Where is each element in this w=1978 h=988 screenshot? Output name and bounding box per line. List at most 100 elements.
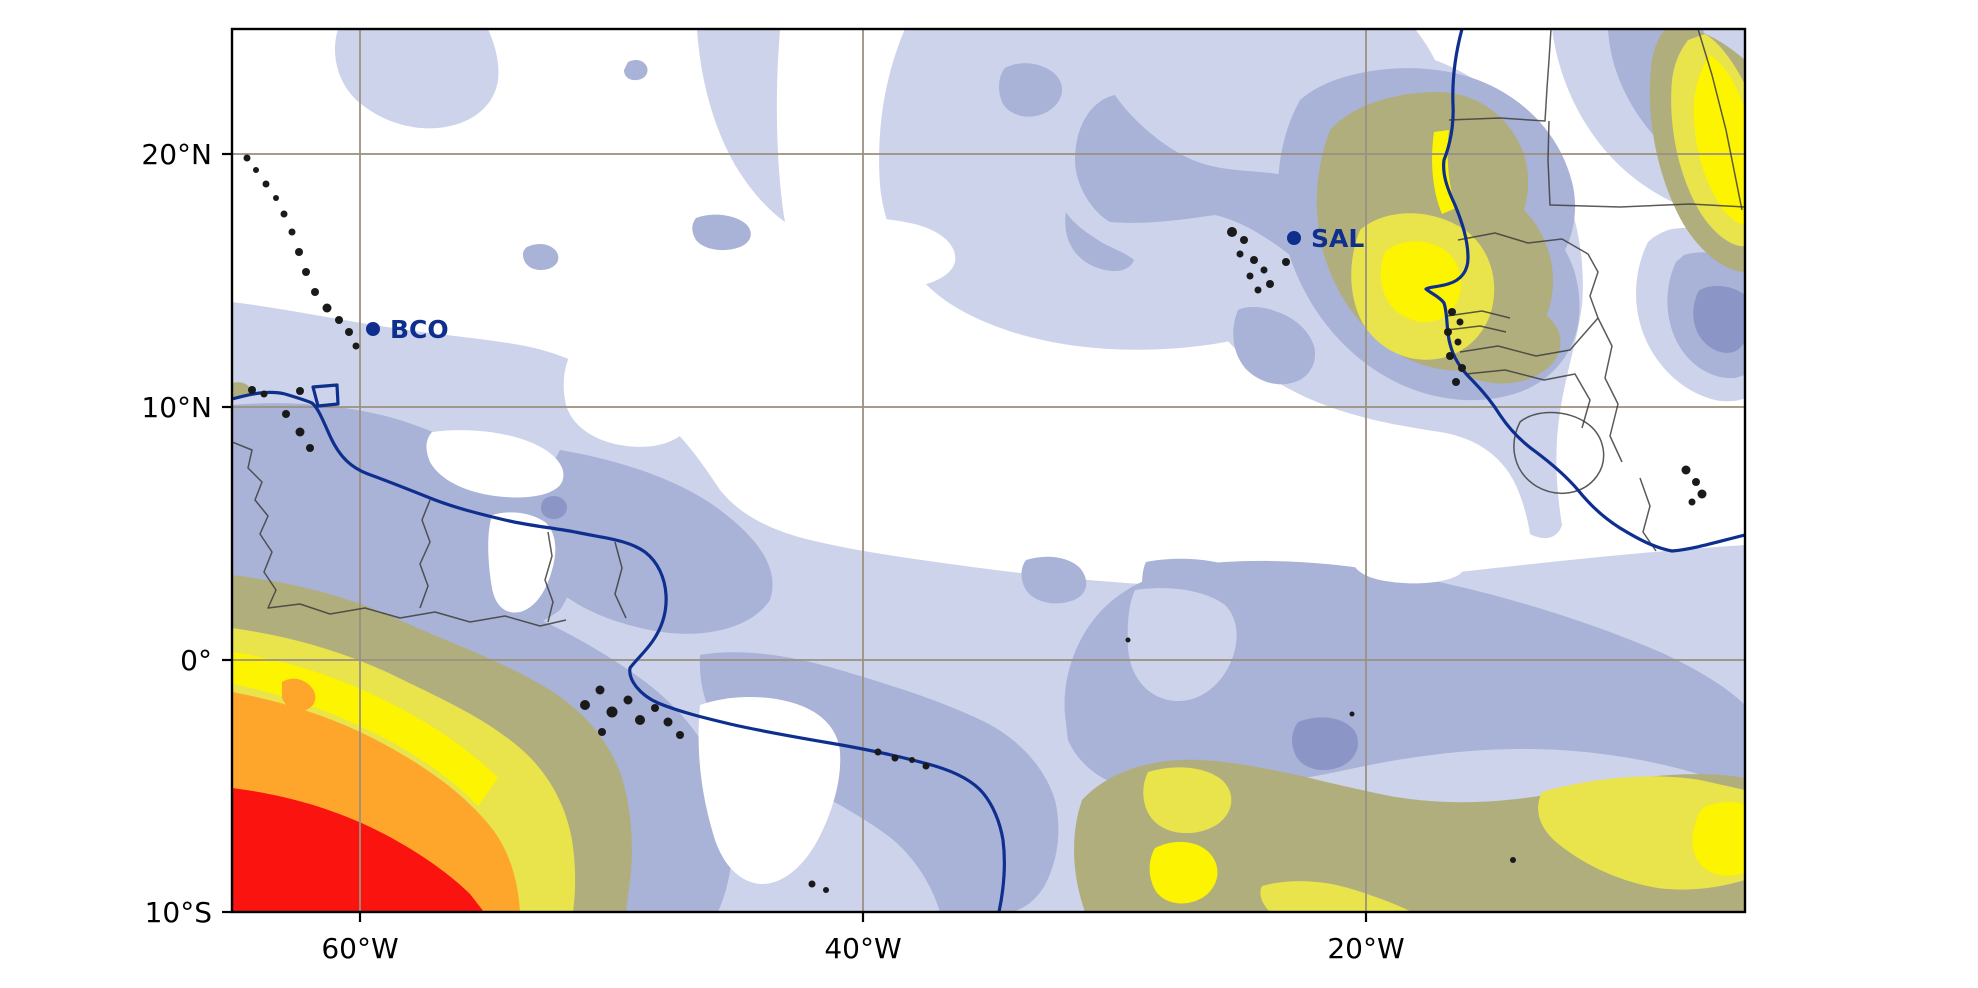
contour-level-light-shape	[1233, 307, 1316, 385]
island-specks-shape	[663, 717, 673, 727]
contour-level-white-shape	[563, 354, 694, 447]
country-borders-shape	[1513, 411, 1605, 494]
contour-level-yellow-shape	[1538, 776, 1745, 890]
island-specks-shape	[676, 731, 684, 739]
island-specks-shape	[606, 706, 618, 718]
contour-level-red	[232, 788, 484, 912]
y-tick-label-10n: 10°N	[141, 391, 212, 424]
island-specks-shape	[1250, 256, 1258, 264]
contour-level-light-shape	[999, 63, 1063, 117]
contour-level-white	[426, 218, 1465, 885]
island-specks-shape	[1125, 637, 1131, 643]
contour-level-pale	[1127, 588, 1237, 702]
island-specks-shape	[322, 303, 332, 313]
sal-marker-dot	[1287, 231, 1301, 245]
contour-level-white-shape	[488, 512, 556, 613]
island-specks-shape	[635, 715, 645, 725]
sal-marker-label: SAL	[1311, 224, 1364, 253]
island-specks-shape	[922, 762, 930, 770]
island-specks-shape	[1266, 280, 1274, 288]
island-specks-shape	[1246, 272, 1254, 280]
island-specks-shape	[282, 410, 290, 418]
island-specks-shape	[1692, 478, 1700, 486]
island-specks-shape	[1697, 489, 1707, 499]
station-markers: BCO SAL	[366, 224, 1364, 344]
island-specks-shape	[651, 704, 659, 712]
island-specks-shape	[1236, 250, 1244, 258]
island-specks-shape	[302, 268, 310, 276]
island-specks-shape	[874, 748, 882, 756]
island-specks-shape	[1688, 498, 1696, 506]
country-borders-shape	[1457, 232, 1599, 319]
island-specks-shape	[296, 387, 304, 395]
contour-level-bright-yellow-shape	[1149, 841, 1218, 904]
island-specks-shape	[280, 210, 288, 218]
island-specks-shape	[1452, 378, 1460, 386]
africa-coastline	[1424, 29, 1745, 553]
island-specks-shape	[1282, 258, 1290, 266]
country-borders-shape	[544, 531, 554, 623]
contour-level-light-shape	[624, 59, 648, 81]
island-specks-shape	[580, 700, 590, 710]
contour-level-white-shape	[698, 696, 841, 885]
x-tick-label-40w: 40°W	[824, 932, 901, 965]
island-specks-shape	[1446, 352, 1454, 360]
island-specks-shape	[352, 342, 360, 350]
country-borders-shape	[1446, 310, 1511, 333]
country-borders-shape	[232, 441, 567, 627]
contour-level-yellow-shape	[1260, 881, 1412, 912]
island-specks-shape	[295, 427, 305, 437]
y-tick-label-0: 0°	[180, 644, 212, 677]
country-borders-shape	[1547, 120, 1745, 208]
contour-level-light-shape	[692, 214, 751, 251]
island-specks-shape	[1458, 364, 1466, 372]
island-specks-shape	[295, 248, 303, 256]
contour-level-pale-shape	[697, 29, 785, 222]
island-specks-shape	[253, 167, 259, 173]
island-specks-shape	[273, 195, 279, 201]
island-specks-shape	[1456, 318, 1464, 326]
island-specks-shape	[1240, 236, 1248, 244]
island-specks-shape	[288, 228, 296, 236]
contour-level-white-shape	[802, 218, 956, 289]
island-specks-shape	[1681, 465, 1691, 475]
island-specks-shape	[248, 386, 256, 394]
island-specks-shape	[1227, 227, 1237, 237]
island-specks-shape	[1349, 711, 1355, 717]
country-borders-shape	[1697, 29, 1743, 211]
contour-level-light-shape	[1065, 212, 1134, 272]
contour-level-light-shape	[531, 450, 773, 634]
country-borders	[232, 29, 1745, 627]
contour-level-dark-shape	[541, 495, 567, 520]
contour-level-bright-yellow-shape	[1692, 802, 1745, 876]
island-specks-shape	[260, 390, 268, 398]
trinidad-outline	[311, 383, 340, 408]
island-specks-shape	[808, 880, 816, 888]
plot-frame	[230, 27, 1747, 914]
island-specks-shape	[1254, 286, 1262, 294]
island-specks-shape	[1510, 857, 1516, 863]
contour-level-dark	[541, 285, 1745, 771]
island-specks-shape	[823, 887, 829, 893]
country-borders-shape	[419, 499, 431, 609]
island-specks-shape	[335, 316, 343, 324]
island-specks-shape	[623, 695, 633, 705]
country-borders-shape	[1639, 477, 1657, 552]
contour-level-bright-yellow-shape	[1693, 55, 1745, 225]
island-specks-shape	[598, 728, 606, 736]
contour-level-pale-shape	[334, 29, 499, 129]
country-borders-shape	[1448, 29, 1552, 122]
island-specks-shape	[262, 180, 270, 188]
island-specks-shape	[311, 288, 319, 296]
island-specks-shape	[909, 757, 915, 763]
island-specks-shape	[595, 685, 605, 695]
island-specks-shape	[1260, 266, 1268, 274]
island-specks-shape	[243, 154, 251, 162]
x-tick-label-20w: 20°W	[1327, 932, 1404, 965]
island-specks-shape	[1448, 308, 1456, 316]
country-borders-shape	[1597, 317, 1623, 463]
contour-level-light-shape	[523, 243, 559, 270]
x-tick-label-60w: 60°W	[321, 932, 398, 965]
